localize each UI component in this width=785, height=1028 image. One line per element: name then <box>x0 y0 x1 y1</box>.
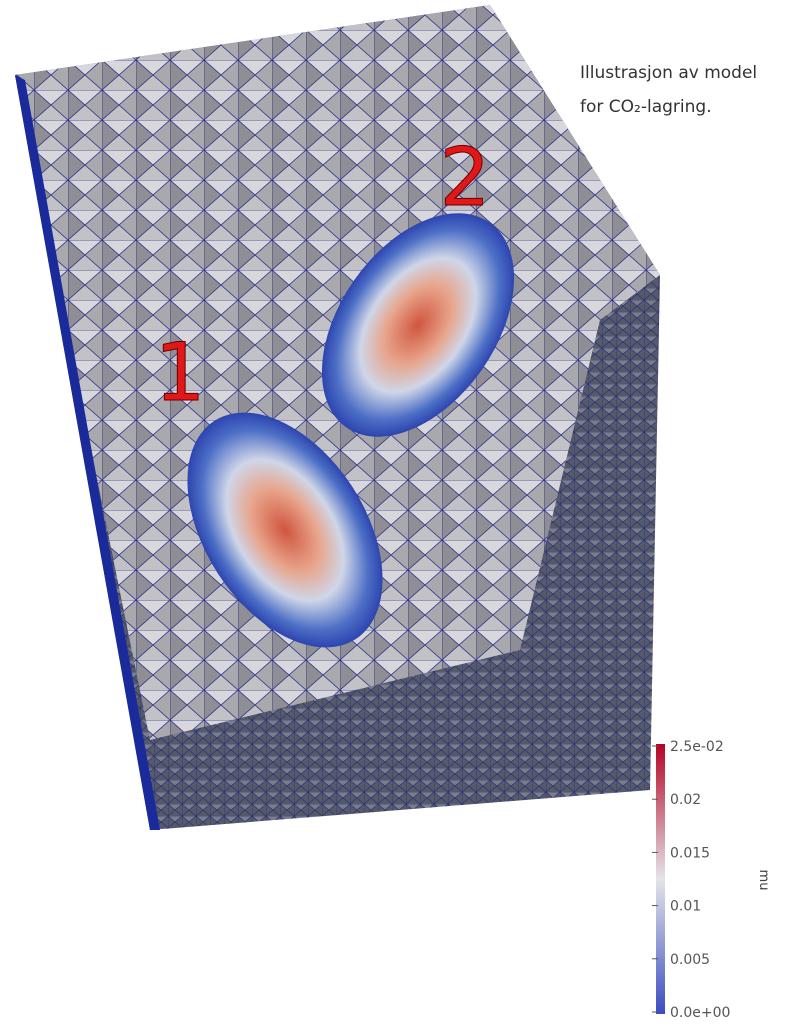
tick-label: 0.015 <box>670 845 710 861</box>
tick-label: 0.005 <box>670 952 710 968</box>
caption-line: Illustrasjon av model <box>580 56 757 90</box>
tick-label: 2.5e-02 <box>670 739 724 755</box>
tick-label: 0.0e+00 <box>670 1005 730 1021</box>
tick-label: 0.01 <box>670 899 701 915</box>
figure: 1 2 mu 2.5e-02 0.02 0.015 0.01 0.005 0.0e+00 <box>0 0 785 1028</box>
colorbar <box>656 744 665 1014</box>
caption: Illustrasjon av model for CO₂-lagring. <box>580 56 757 124</box>
tick-label: 0.02 <box>670 792 701 808</box>
well-label: 1 <box>155 326 206 419</box>
caption-line: for CO₂-lagring. <box>580 90 757 124</box>
well-label: 2 <box>440 131 491 224</box>
page: 1 2 mu 2.5e-020.020.0150.010.0050.0e+00 … <box>0 0 785 1028</box>
colorbar-label: mu <box>756 870 771 891</box>
